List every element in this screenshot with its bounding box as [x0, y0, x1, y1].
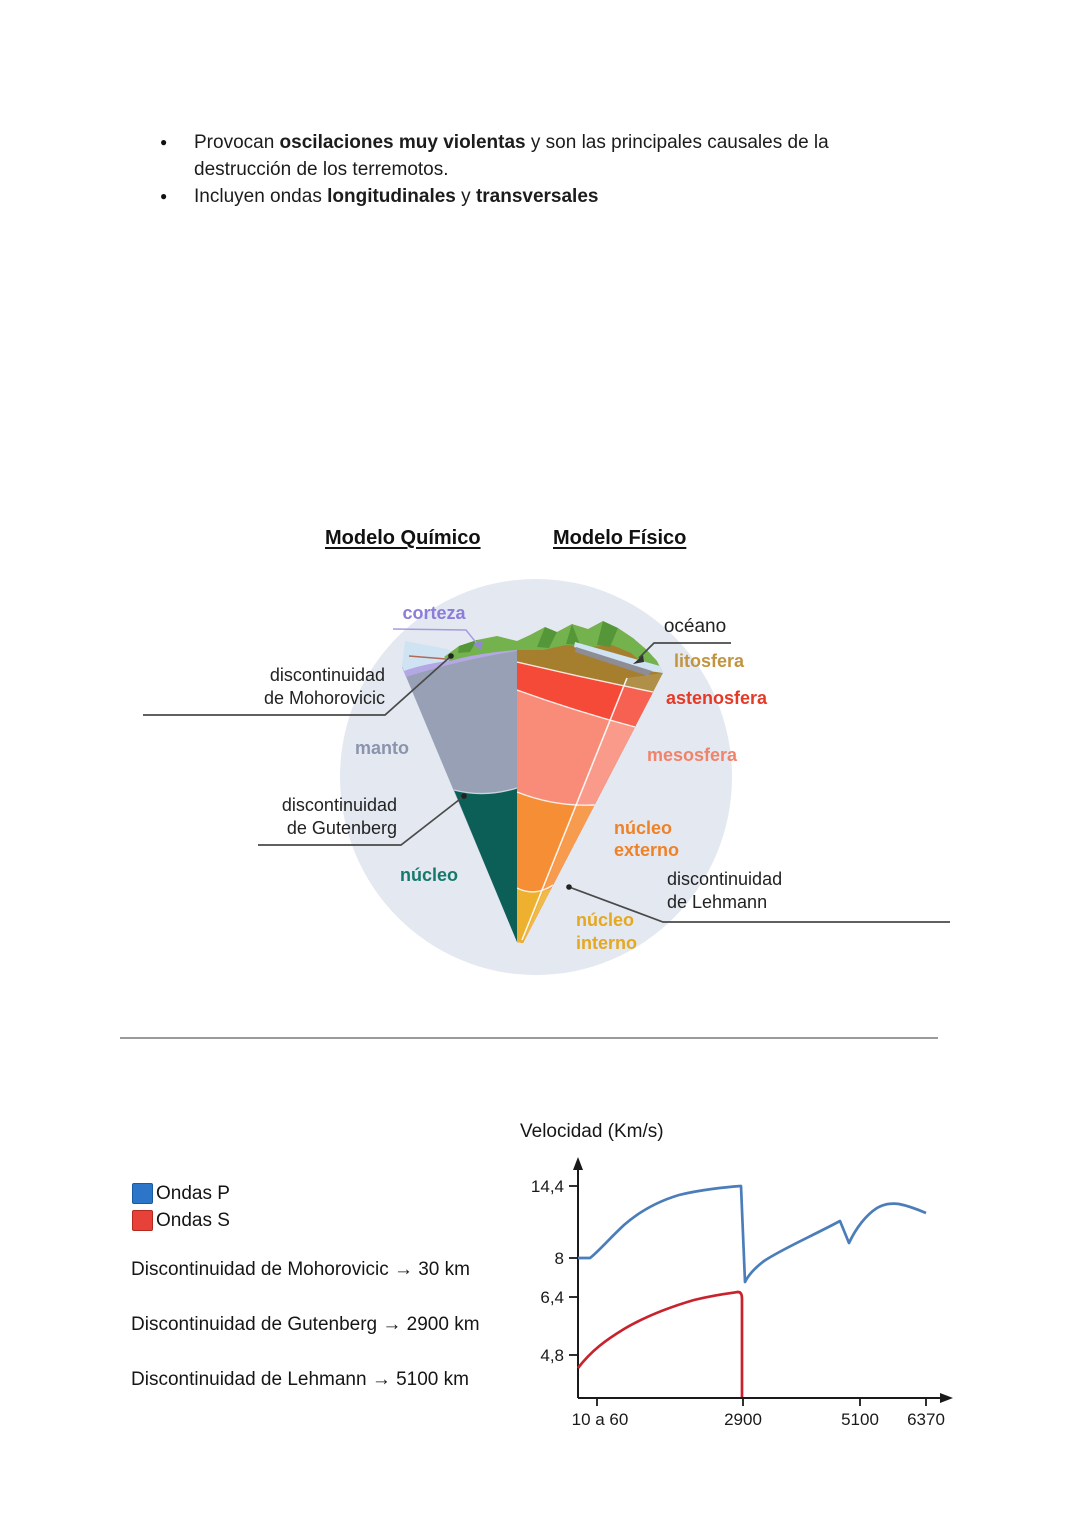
terrain-ridge-shadow	[458, 640, 477, 653]
y-tick-label: 6,4	[540, 1288, 564, 1307]
gutenberg-leader-line	[258, 795, 465, 846]
text-run: y	[455, 186, 476, 207]
legend-item-ondas-p: Ondas P	[132, 1180, 230, 1207]
ondas-p-curve	[578, 1184, 927, 1284]
x-tick-label: 2900	[724, 1410, 762, 1429]
label-nucleo: núcleo	[399, 865, 458, 885]
text-run: Incluyen ondas	[194, 186, 328, 207]
label-line: discontinuidad	[667, 869, 783, 889]
terrain-ridge-shadow	[597, 621, 618, 647]
litosfera-astenosfera-boundary	[517, 661, 654, 693]
text-run-bold: oscilaciones muy violentas	[279, 132, 526, 153]
bullet-list: ● Provocan oscilaciones muy violentas y …	[160, 129, 866, 210]
side-facet-highlight	[523, 673, 663, 943]
x-axis-arrowhead	[940, 1393, 953, 1403]
y-axis-arrowhead	[573, 1157, 583, 1170]
ocean-floor-sliver	[575, 647, 652, 676]
y-tick-label: 8	[555, 1249, 564, 1268]
x-tick-label: 5100	[841, 1410, 879, 1429]
note-lehmann: Discontinuidad de Lehmann → 5100 km	[131, 1369, 469, 1390]
ondas-p-swatch	[132, 1183, 153, 1204]
label-manto: manto	[355, 738, 409, 758]
chart-axes	[577, 1167, 943, 1399]
bullet-marker: ●	[160, 135, 168, 149]
gutenberg-marker-dot	[461, 793, 467, 799]
oceano-leader-line	[638, 642, 731, 659]
label-corteza: corteza	[402, 603, 466, 623]
label-discontinuidad-gutenberg: discontinuidad de Gutenberg	[237, 794, 397, 840]
lehmann-boundary	[517, 884, 554, 893]
text-run-bold: transversales	[475, 186, 599, 207]
header-modelo-fisico: Modelo Físico	[553, 527, 687, 549]
label-nucleo-externo: núcleo externo	[614, 817, 679, 861]
label-line: núcleo	[614, 818, 673, 838]
label-oceano: océano	[663, 616, 727, 637]
bullet-text: Incluyen ondas longitudinales y transver…	[194, 183, 598, 210]
corteza-arrowhead	[473, 641, 483, 650]
bullet-item: ● Incluyen ondas longitudinales y transv…	[160, 183, 866, 210]
label-nucleo-interno: núcleo interno	[576, 909, 637, 955]
text-run-bold: longitudinales	[327, 186, 456, 207]
x-tick-label: 6370	[907, 1410, 945, 1429]
gutenberg-boundary-line	[453, 787, 518, 795]
legend-label: Ondas P	[156, 1182, 230, 1204]
oceano-arrowhead	[633, 655, 644, 664]
legend-item-ondas-s: Ondas S	[132, 1207, 230, 1234]
layer-boundary-arcs	[517, 661, 654, 893]
axis-ticks	[569, 1185, 927, 1406]
x-tick-label: 10 a 60	[572, 1410, 629, 1429]
bullet-item: ● Provocan oscilaciones muy violentas y …	[160, 129, 866, 183]
bullet-text: Provocan oscilaciones muy violentas y so…	[194, 129, 866, 183]
y-tick-label: 4,8	[540, 1346, 564, 1365]
label-line: discontinuidad	[269, 665, 385, 685]
mohorovicic-marker-dot	[448, 653, 454, 659]
terrain-ridge-shadow	[566, 624, 580, 645]
label-discontinuidad-mohorovicic: discontinuidad de Mohorovicic	[225, 664, 385, 710]
lehmann-leader-line	[568, 886, 950, 923]
left-wedge-modelo-quimico	[402, 636, 518, 942]
velocity-chart: 14,4 8 6,4 4,8 10 a 60 2900 5100 6370	[531, 1157, 953, 1429]
ocean-patch-left	[402, 641, 460, 671]
label-line: discontinuidad	[281, 795, 397, 815]
mesosfera-nucleo-externo-boundary	[517, 791, 596, 806]
text-run: y son las principales causales de la des…	[194, 132, 829, 180]
astenosfera-mesosfera-boundary	[517, 689, 636, 728]
nucleo-layer	[454, 788, 517, 942]
ocean-water-sliver	[574, 642, 663, 673]
earth-cutaway-figure	[143, 579, 950, 975]
sediment-streak	[408, 655, 447, 660]
note-gutenberg: Discontinuidad de Gutenberg → 2900 km	[131, 1314, 480, 1335]
mohorovicic-leader-line	[143, 655, 452, 716]
chart-legend: Ondas P Ondas S	[132, 1180, 230, 1234]
label-line: interno	[576, 933, 637, 953]
terrain-ridge-shadow	[537, 627, 557, 648]
ondas-s-curve	[576, 1290, 744, 1397]
label-line: de Mohorovicic	[263, 688, 385, 708]
y-tick-label: 14,4	[531, 1177, 564, 1196]
label-astenosfera: astenosfera	[666, 688, 768, 708]
label-discontinuidad-lehmann: discontinuidad de Lehmann	[667, 868, 782, 914]
label-line: de Lehmann	[667, 892, 768, 912]
corteza-leader-line	[392, 628, 479, 646]
facet-edge-line	[521, 677, 628, 941]
legend-label: Ondas S	[156, 1209, 230, 1231]
text-run: Provocan	[194, 132, 280, 153]
label-litosfera: litosfera	[674, 651, 745, 671]
label-line: externo	[614, 840, 680, 860]
label-line: núcleo	[576, 910, 635, 930]
label-mesosfera: mesosfera	[647, 745, 738, 765]
chart-title: Velocidad (Km/s)	[520, 1121, 664, 1142]
note-mohorovicic: Discontinuidad de Mohorovicic → 30 km	[131, 1259, 470, 1280]
lehmann-marker-dot	[566, 884, 572, 890]
ondas-s-swatch	[132, 1210, 153, 1231]
header-modelo-quimico: Modelo Químico	[325, 527, 481, 549]
bullet-marker: ●	[160, 189, 168, 203]
leader-lines	[143, 642, 950, 923]
axis-tick-labels: 14,4 8 6,4 4,8 10 a 60 2900 5100 6370	[531, 1177, 945, 1429]
label-line: de Gutenberg	[286, 818, 397, 838]
horizontal-divider	[120, 1037, 938, 1039]
